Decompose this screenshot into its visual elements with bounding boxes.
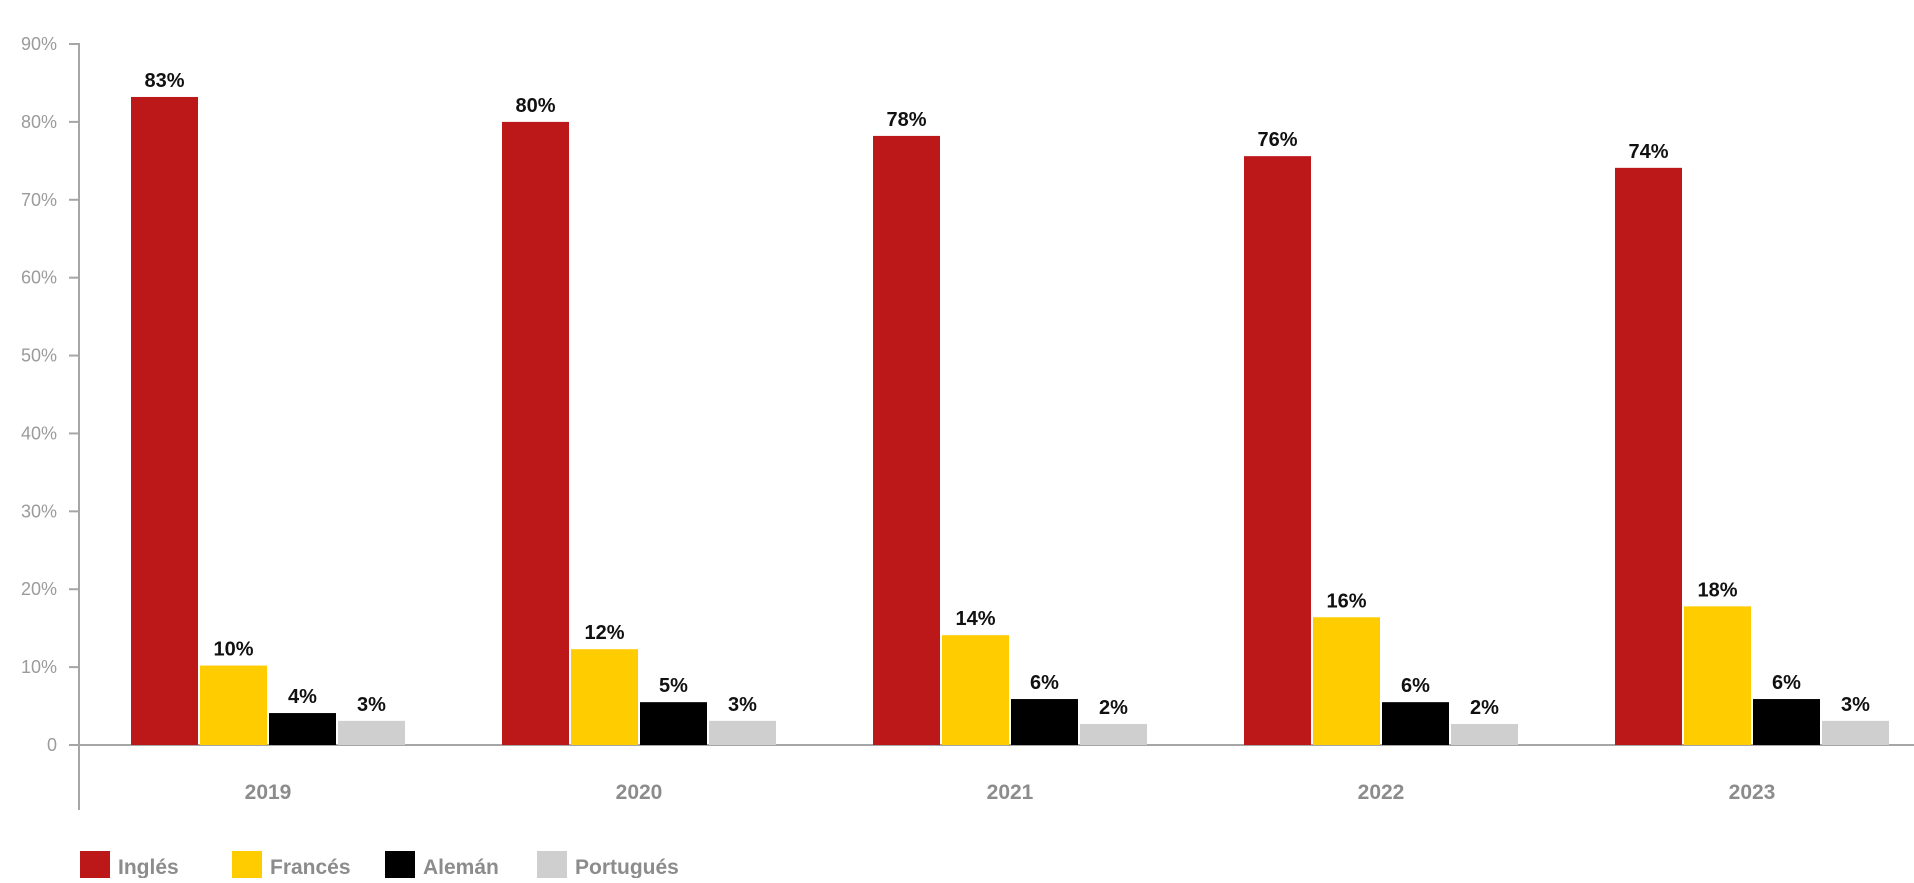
bar-value-label: 3% bbox=[728, 694, 757, 716]
bar-value-label: 2% bbox=[1470, 697, 1499, 719]
bar-francés-2019 bbox=[200, 665, 267, 745]
bar-value-label: 4% bbox=[288, 686, 317, 708]
bar-value-label: 18% bbox=[1697, 579, 1737, 601]
bar-value-label: 3% bbox=[357, 694, 386, 716]
bar-value-label: 2% bbox=[1099, 697, 1128, 719]
bar-francés-2020 bbox=[571, 649, 638, 745]
bar-inglés-2021 bbox=[873, 135, 940, 746]
bar-value-label: 74% bbox=[1628, 141, 1668, 163]
bar-inglés-2019 bbox=[131, 96, 198, 745]
bar-value-label: 3% bbox=[1841, 694, 1870, 716]
bar-value-label: 10% bbox=[213, 639, 253, 661]
y-tick-label: 10% bbox=[21, 657, 57, 677]
y-axis: 0 10% 20% 30% 40% 50% 60% 70% 80% 90% bbox=[21, 34, 80, 810]
legend-label: Inglés bbox=[118, 856, 179, 878]
legend-swatch bbox=[537, 851, 567, 879]
bar-alemán-2020 bbox=[640, 702, 707, 745]
bar-portugués-2019 bbox=[338, 720, 405, 745]
y-tick-label: 90% bbox=[21, 34, 57, 54]
bars bbox=[131, 96, 1889, 746]
legend-label: Francés bbox=[270, 856, 351, 878]
bar-francés-2023 bbox=[1684, 606, 1751, 745]
legend-item-alemán: Alemán bbox=[385, 851, 499, 879]
y-tick-label: 20% bbox=[21, 579, 57, 599]
bar-value-label: 80% bbox=[515, 95, 555, 117]
legend-label: Alemán bbox=[423, 856, 499, 878]
y-tick-label: 60% bbox=[21, 268, 57, 288]
bar-alemán-2019 bbox=[269, 713, 336, 745]
bar-portugués-2022 bbox=[1451, 723, 1518, 745]
bar-value-label: 16% bbox=[1326, 590, 1366, 612]
legend-item-inglés: Inglés bbox=[80, 851, 179, 879]
bar-value-label: 76% bbox=[1257, 129, 1297, 151]
x-category-label: 2019 bbox=[245, 781, 292, 804]
legend-item-francés: Francés bbox=[232, 851, 351, 879]
legend-item-portugués: Portugués bbox=[537, 851, 679, 879]
bar-value-label: 83% bbox=[144, 70, 184, 92]
bar-value-label: 12% bbox=[584, 622, 624, 644]
legend-swatch bbox=[80, 851, 110, 879]
x-category-label: 2022 bbox=[1358, 781, 1405, 804]
bar-value-label: 6% bbox=[1772, 672, 1801, 694]
bar-alemán-2022 bbox=[1382, 702, 1449, 745]
bar-value-label: 6% bbox=[1401, 675, 1430, 697]
y-tick-label: 70% bbox=[21, 190, 57, 210]
x-category-label: 2021 bbox=[987, 781, 1034, 804]
x-category-label: 2023 bbox=[1729, 781, 1776, 804]
legend-swatch bbox=[232, 851, 262, 879]
bar-value-label: 14% bbox=[955, 608, 995, 630]
bar-inglés-2022 bbox=[1244, 156, 1311, 745]
legend: Inglés Francés Alemán Portugués bbox=[80, 851, 679, 879]
bar-inglés-2020 bbox=[502, 121, 569, 745]
bar-value-label: 78% bbox=[886, 109, 926, 131]
bar-inglés-2023 bbox=[1615, 167, 1682, 746]
value-labels: 83% 10% 4% 3% 80% 12% 5% 3% 78% 14% 6% 2% 76% 16% 6% 2%… bbox=[144, 70, 1870, 719]
bar-portugués-2020 bbox=[709, 720, 776, 745]
bar-alemán-2023 bbox=[1753, 699, 1820, 745]
bar-portugués-2023 bbox=[1822, 720, 1889, 745]
y-tick-label: 80% bbox=[21, 112, 57, 132]
y-tick-label: 40% bbox=[21, 423, 57, 443]
legend-swatch bbox=[385, 851, 415, 879]
category-labels: 2019 2020 2021 2022 2023 bbox=[245, 781, 1776, 804]
bar-alemán-2021 bbox=[1011, 699, 1078, 745]
bar-value-label: 5% bbox=[659, 675, 688, 697]
bar-portugués-2021 bbox=[1080, 723, 1147, 745]
bar-value-label: 6% bbox=[1030, 672, 1059, 694]
bar-francés-2021 bbox=[942, 635, 1009, 745]
legend-label: Portugués bbox=[575, 856, 679, 878]
y-tick-label: 0 bbox=[47, 735, 57, 755]
bar-francés-2022 bbox=[1313, 617, 1380, 745]
y-tick-label: 50% bbox=[21, 346, 57, 366]
y-tick-label: 30% bbox=[21, 501, 57, 521]
x-category-label: 2020 bbox=[616, 781, 663, 804]
